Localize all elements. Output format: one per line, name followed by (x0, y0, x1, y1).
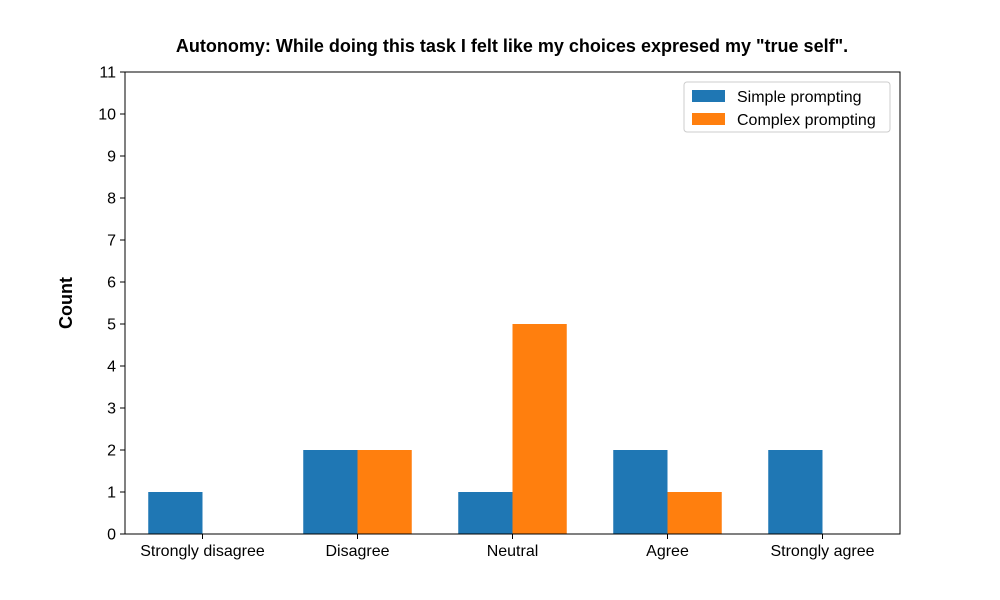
x-tick-label: Neutral (487, 543, 539, 560)
y-tick-label: 7 (107, 233, 116, 250)
x-tick-label: Strongly agree (770, 543, 874, 560)
x-tick-label: Agree (646, 543, 689, 560)
y-tick-label: 0 (107, 527, 116, 544)
bar-simple-2 (458, 492, 513, 534)
y-tick-label: 2 (107, 443, 116, 460)
y-tick-label: 9 (107, 149, 116, 166)
legend-box (683, 81, 891, 133)
bar-complex-1 (357, 450, 412, 534)
bar-simple-3 (613, 450, 668, 534)
y-tick-label: 6 (107, 275, 116, 292)
y-tick-label: 4 (107, 359, 116, 376)
chart-title: Autonomy: While doing this task I felt l… (176, 36, 848, 56)
y-tick-label: 5 (107, 317, 116, 334)
x-tick-label: Disagree (325, 543, 389, 560)
bar-complex-3 (667, 492, 722, 534)
legend-swatch (692, 90, 725, 102)
bar-simple-4 (768, 450, 823, 534)
y-tick-label: 8 (107, 191, 116, 208)
legend: Simple prompting Complex prompting (683, 81, 891, 133)
y-tick-label: 11 (99, 65, 116, 82)
bar-simple-1 (303, 450, 358, 534)
axes-layer: 0 1 2 3 4 5 6 7 8 9 10 11 Strongly disagree Disagree N… (98, 65, 901, 560)
legend-label: Complex prompting (737, 112, 876, 129)
bar-simple-0 (148, 492, 203, 534)
y-tick-label: 3 (107, 401, 116, 418)
y-tick-label: 10 (98, 107, 116, 124)
bars-layer (148, 324, 823, 534)
y-tick-label: 1 (107, 485, 116, 502)
y-axis-label: Count (56, 277, 76, 329)
bar-complex-2 (512, 324, 567, 534)
x-tick-label: Strongly disagree (140, 543, 265, 560)
legend-swatch (692, 113, 725, 125)
legend-label: Simple prompting (737, 89, 862, 106)
